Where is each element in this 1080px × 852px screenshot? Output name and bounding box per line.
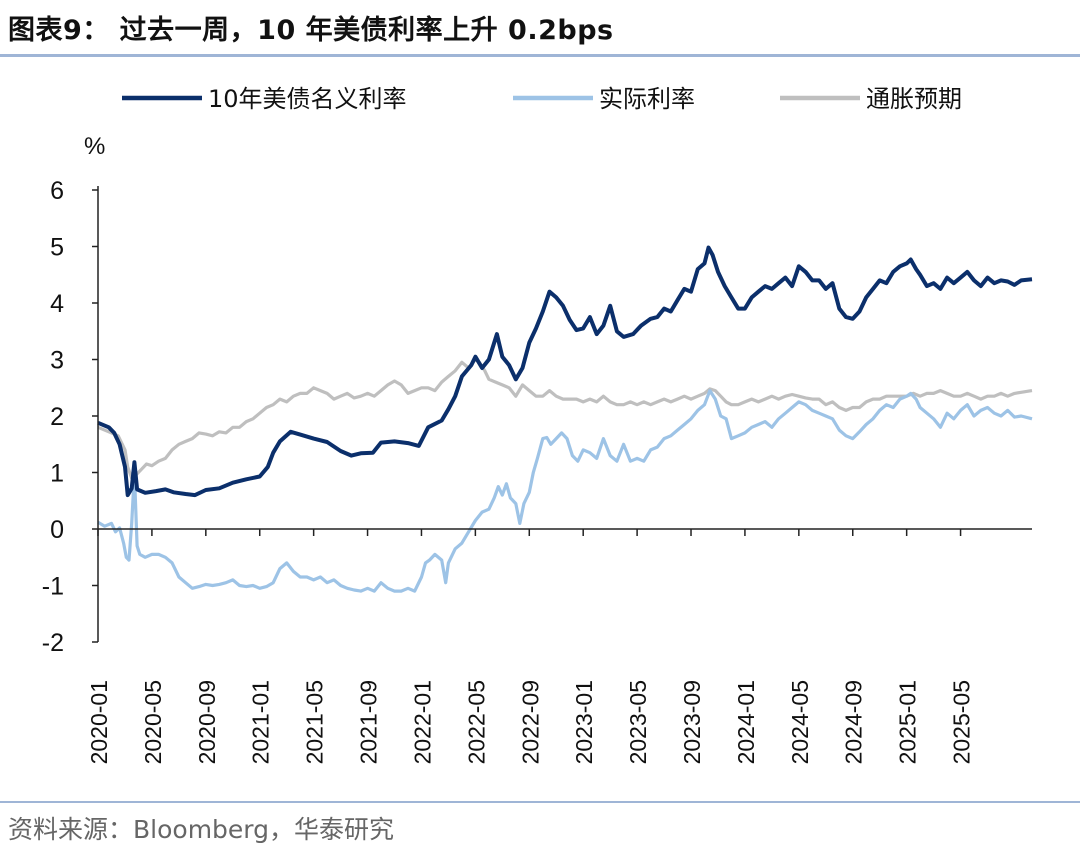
y-tick-label: 3 bbox=[50, 347, 64, 375]
chart-legend: 10年美债名义利率 实际利率 通胀预期 bbox=[122, 85, 962, 113]
x-tick-label: 2022-05 bbox=[463, 680, 489, 764]
x-tick-label: 2025-01 bbox=[895, 680, 921, 764]
series-line bbox=[97, 389, 1033, 593]
legend-label: 实际利率 bbox=[599, 85, 695, 113]
x-tick-label: 2023-05 bbox=[625, 680, 651, 764]
x-tick-label: 2020-05 bbox=[140, 680, 166, 764]
legend-item: 通胀预期 bbox=[780, 85, 962, 113]
x-tick-label: 2023-09 bbox=[679, 680, 705, 764]
legend-item: 10年美债名义利率 bbox=[122, 85, 407, 113]
y-axis-unit: % bbox=[84, 133, 105, 160]
series-line bbox=[97, 245, 1033, 498]
x-tick-label: 2024-01 bbox=[733, 680, 759, 764]
x-tick-label: 2021-01 bbox=[248, 680, 274, 764]
x-tick-label: 2020-09 bbox=[194, 680, 220, 764]
figure-title: 图表9： 过去一周，10 年美债利率上升 0.2bps bbox=[8, 15, 614, 46]
y-tick-label: 5 bbox=[50, 234, 64, 262]
line-chart: 10年美债名义利率 实际利率 通胀预期 % -2 -1 0 1 2 3 4 5 6 2020-01 20… bbox=[42, 85, 1033, 764]
x-tick-label: 2020-01 bbox=[86, 680, 112, 764]
x-tick-label: 2021-05 bbox=[302, 680, 328, 764]
x-tick-label: 2023-01 bbox=[571, 680, 597, 764]
legend-label: 10年美债名义利率 bbox=[208, 85, 407, 113]
x-tick-label: 2024-09 bbox=[841, 680, 867, 764]
x-tick-label: 2024-05 bbox=[787, 680, 813, 764]
y-tick-label: -2 bbox=[42, 629, 64, 657]
source-divider bbox=[0, 801, 1080, 803]
x-tick-label: 2022-09 bbox=[517, 680, 543, 764]
y-tick-label: 6 bbox=[50, 177, 64, 205]
legend-label: 通胀预期 bbox=[866, 85, 962, 113]
source-note: 资料来源：Bloomberg，华泰研究 bbox=[8, 815, 394, 844]
x-tick-label: 2021-09 bbox=[356, 680, 382, 764]
chart-axes: -2 -1 0 1 2 3 4 5 6 2020-01 2020-05 2020-09 2021-01 2… bbox=[42, 177, 1032, 764]
legend-item: 实际利率 bbox=[513, 85, 695, 113]
y-tick-label: -1 bbox=[42, 573, 64, 601]
series-line bbox=[97, 357, 1033, 480]
y-tick-label: 1 bbox=[50, 460, 64, 488]
title-divider bbox=[0, 54, 1080, 57]
x-tick-label: 2025-05 bbox=[949, 680, 975, 764]
series-layer bbox=[97, 245, 1033, 593]
y-tick-label: 4 bbox=[50, 290, 64, 318]
y-tick-label: 2 bbox=[50, 403, 64, 431]
y-tick-label: 0 bbox=[50, 516, 64, 544]
x-tick-label: 2022-01 bbox=[409, 680, 435, 764]
